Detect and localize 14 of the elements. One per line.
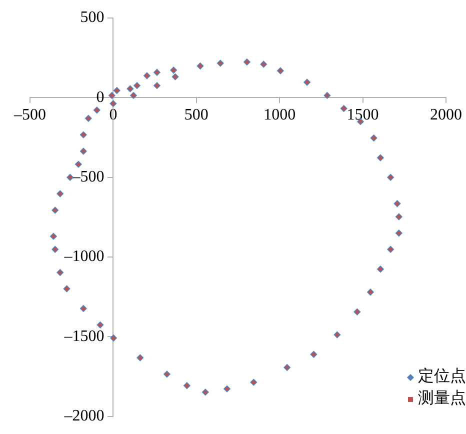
- x-tick-label: 500: [184, 106, 208, 124]
- y-tick-label: –500: [71, 168, 104, 186]
- y-tick-label: –2000: [63, 408, 104, 425]
- legend-label: 测量点: [418, 388, 466, 409]
- y-tick-label: 0: [96, 88, 104, 106]
- y-tick-label: –1500: [63, 328, 104, 345]
- x-tick-label: 2000: [430, 106, 462, 124]
- x-tick-label: 0: [109, 106, 118, 124]
- x-tick-label: 1000: [264, 106, 296, 124]
- legend-label: 定位点: [418, 366, 466, 387]
- x-tick-label: –500: [13, 106, 46, 124]
- x-tick-label: 1500: [346, 106, 379, 124]
- y-tick-label: 500: [80, 9, 104, 26]
- y-tick-label: –1000: [63, 248, 104, 266]
